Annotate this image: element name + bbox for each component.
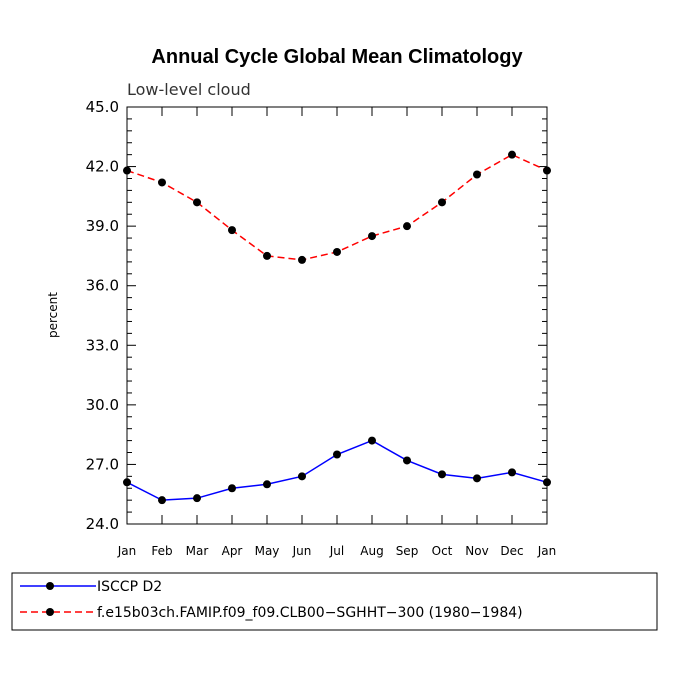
y-tick-label: 39.0 [86,217,119,235]
legend: ISCCP D2 f.e15b03ch.FAMIP.f09_f09.CLB00−S… [11,572,658,631]
x-tick-label: Mar [186,544,209,558]
data-point [543,166,551,175]
data-point [263,251,271,260]
legend-label-1: ISCCP D2 [97,579,162,595]
x-tick-label: Oct [432,544,453,558]
data-point [543,478,551,487]
series-2 [123,150,551,264]
data-point [508,150,516,159]
data-point [123,478,131,487]
data-point [158,496,166,505]
data-point [298,472,306,481]
y-tick-label: 30.0 [86,396,119,414]
chart-subtitle: Low-level cloud [127,80,251,99]
chart-title: Annual Cycle Global Mean Climatology [151,46,523,68]
data-point [263,480,271,489]
y-tick-label: 27.0 [86,455,119,473]
legend-marker-1 [46,582,54,590]
series-line [126,439,548,501]
x-tick-label: May [255,544,280,558]
x-tick-label: Aug [360,544,383,558]
x-tick-label: Jan [537,544,557,558]
data-point [403,456,411,465]
legend-label-2: f.e15b03ch.FAMIP.f09_f09.CLB00−SGHHT−300… [97,605,523,621]
x-tick-label: Jan [117,544,137,558]
series-layer [123,150,551,505]
data-point [403,222,411,231]
y-tick-label: 36.0 [86,277,119,295]
data-point [368,436,376,445]
data-point [473,170,481,179]
x-tick-label: Apr [222,544,243,558]
axes: 24.0 27.0 30.0 33.0 36.0 39.0 42.0 45.0 Jan Feb Ma… [86,98,557,558]
data-point [228,226,236,235]
data-point [438,198,446,207]
data-point [438,470,446,479]
plot-frame [126,106,548,525]
x-tick-label: Jun [292,544,312,558]
y-tick-label: 33.0 [86,336,119,354]
x-tick-label: Sep [396,544,419,558]
data-point [228,484,236,493]
x-tick-label: Dec [500,544,523,558]
series-line [126,153,548,261]
x-tick-label: Feb [151,544,172,558]
data-point [123,166,131,175]
x-tick-label: Nov [465,544,488,558]
data-point [298,255,306,264]
y-tick-label: 45.0 [86,98,119,116]
data-point [333,450,341,459]
data-point [193,494,201,503]
legend-box [11,572,658,631]
series-1 [123,436,551,505]
data-point [193,198,201,207]
y-tick-label: 24.0 [86,515,119,533]
data-point [368,232,376,241]
y-axis-label: percent [46,292,60,338]
data-point [158,178,166,187]
legend-marker-2 [46,608,54,616]
data-point [508,468,516,477]
data-point [333,247,341,256]
data-point [473,474,481,483]
x-tick-label: Jul [329,544,344,558]
y-tick-label: 42.0 [86,158,119,176]
